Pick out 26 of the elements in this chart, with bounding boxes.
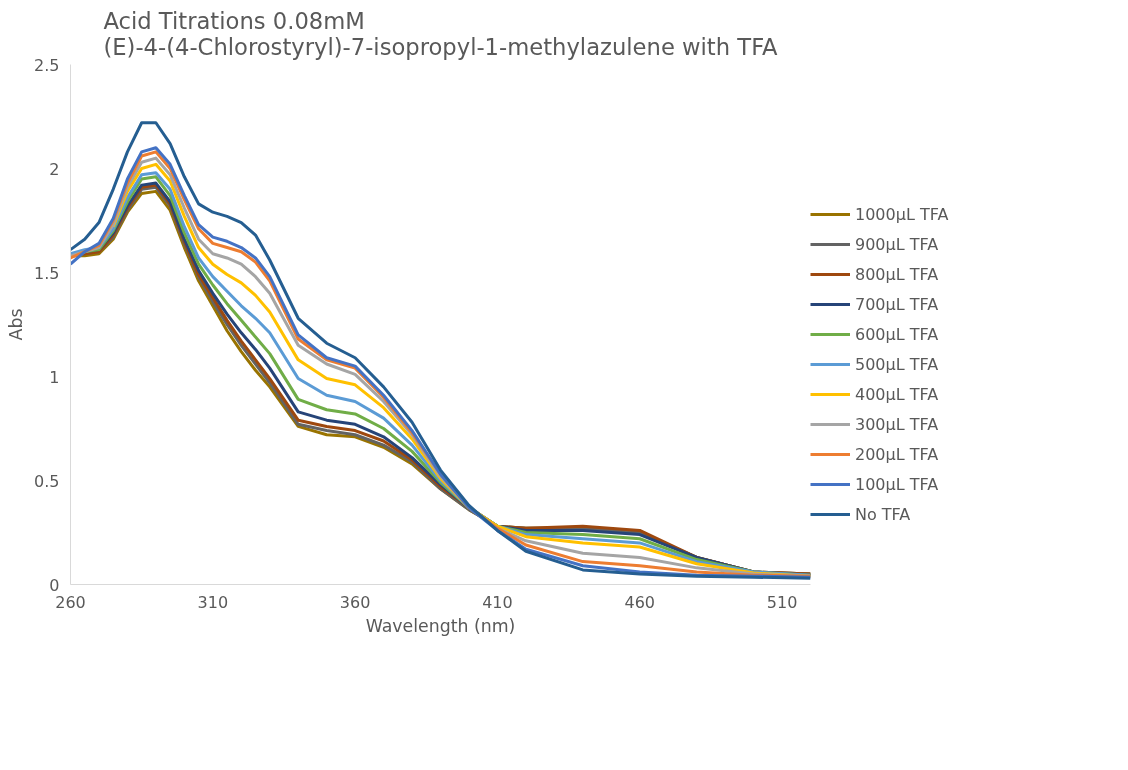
x-tick-label: 310 — [197, 592, 229, 612]
x-tick-label: 260 — [55, 592, 86, 612]
y-tick-label: 0 — [49, 575, 60, 595]
legend-label: 200µL TFA — [855, 444, 939, 464]
y-tick-label: 2.5 — [34, 55, 60, 75]
legend-label: 500µL TFA — [855, 354, 939, 374]
legend-label: 400µL TFA — [855, 384, 939, 404]
legend-label: 600µL TFA — [855, 324, 939, 344]
y-tick-label: 2 — [49, 159, 60, 179]
y-axis-title: Abs — [6, 308, 27, 341]
x-tick-label: 460 — [624, 592, 656, 612]
y-tick-label: 0.5 — [34, 471, 60, 491]
chart-title: Acid Titrations 0.08mM (E)-4-(4-Chlorostyryl)-7-isopropyl-1-methylazulene with TFA — [103, 7, 779, 60]
x-tick-label: 510 — [766, 592, 798, 612]
x-tick-label: 360 — [339, 592, 371, 612]
legend-label: 700µL TFA — [855, 294, 939, 314]
legend-label: 1000µL TFA — [855, 204, 949, 224]
y-tick-label: 1 — [49, 367, 60, 387]
legend-label: No TFA — [855, 504, 911, 524]
legend-label: 800µL TFA — [855, 264, 939, 284]
x-tick-label: 410 — [482, 592, 513, 612]
legend-label: 100µL TFA — [855, 474, 939, 494]
y-tick-label: 1.5 — [34, 263, 60, 283]
legend-label: 300µL TFA — [855, 414, 939, 434]
legend-label: 900µL TFA — [855, 234, 939, 254]
x-axis-title: Wavelength (nm) — [365, 615, 516, 636]
